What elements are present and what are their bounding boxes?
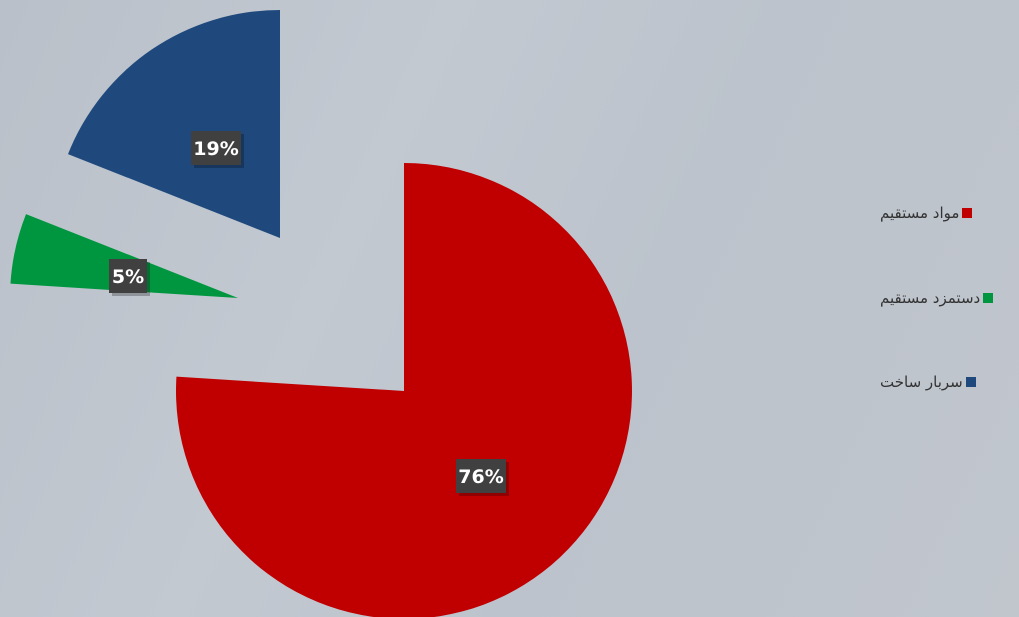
legend-item-direct-labor: دستمزد مستقیم: [880, 289, 994, 307]
legend-item-direct-materials: مواد مستقیم: [880, 204, 973, 222]
data-label-overhead: 19%: [191, 131, 244, 168]
pie-slice-direct-materials: [176, 163, 632, 617]
pie-slice-direct-labor: [10, 214, 239, 298]
data-label-text-direct-materials: 76%: [458, 466, 503, 488]
data-label-text-direct-labor: 5%: [112, 266, 144, 288]
pie-slice-overhead: [68, 10, 281, 238]
data-label-direct-labor: 5%: [109, 259, 150, 296]
legend-swatch-direct-labor: [983, 293, 994, 303]
data-label-text-overhead: 19%: [193, 138, 238, 160]
legend-swatch-overhead: [965, 377, 976, 387]
data-label-direct-materials: 76%: [456, 459, 509, 496]
legend-item-overhead: سربار ساخت: [880, 373, 976, 391]
legend-label-overhead: سربار ساخت: [880, 373, 963, 391]
legend-swatch-direct-materials: [962, 208, 973, 218]
legend-label-direct-labor: دستمزد مستقیم: [880, 289, 981, 307]
legend-label-direct-materials: مواد مستقیم: [880, 204, 960, 222]
